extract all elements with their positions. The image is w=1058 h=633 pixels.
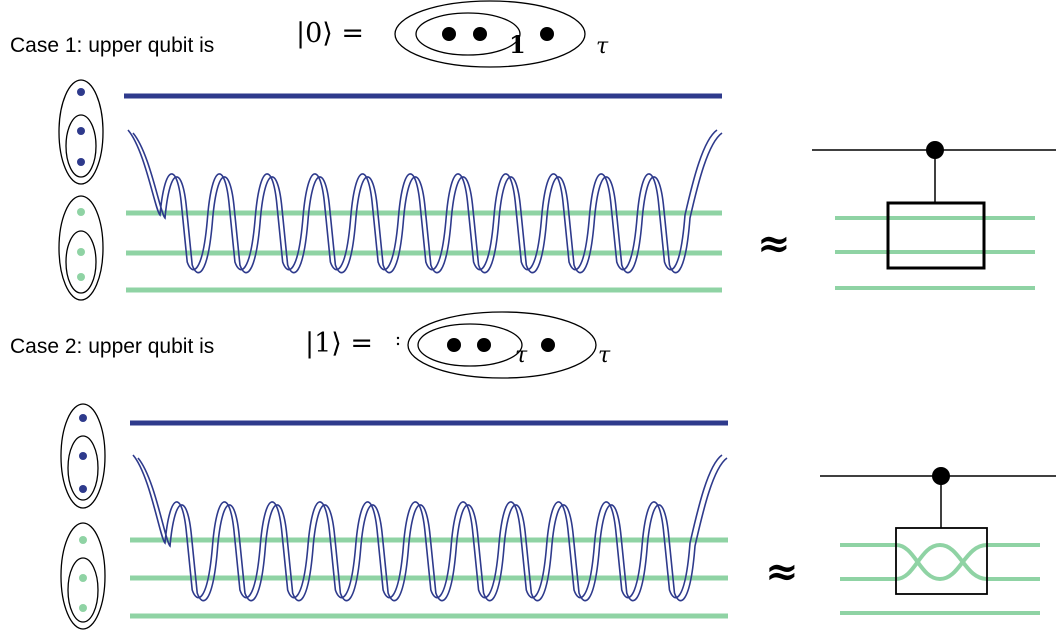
case2-label: Case 2: upper qubit is bbox=[10, 335, 215, 358]
case2-approx-symbol: ≈ bbox=[765, 548, 799, 595]
weave-strand bbox=[127, 129, 718, 271]
control-dot bbox=[932, 467, 950, 485]
case1-state: |0⟩ = bbox=[296, 18, 365, 49]
swap-strand-a bbox=[895, 543, 988, 582]
case2-weave-path bbox=[132, 454, 728, 602]
swap-strand-b bbox=[895, 542, 988, 581]
case1-label: Case 1: upper qubit is bbox=[10, 34, 215, 57]
case2-braid bbox=[130, 420, 728, 619]
case2-state-ellipses bbox=[396, 311, 597, 379]
case1-controlled-gate bbox=[812, 141, 1056, 290]
case1-weave-path bbox=[127, 129, 723, 274]
case2-qubit-groups bbox=[60, 403, 106, 630]
case1-braid bbox=[124, 93, 723, 293]
weave-strand bbox=[132, 454, 723, 599]
case2-inner-label: τ bbox=[515, 343, 528, 368]
case2-outer-label: τ bbox=[598, 343, 611, 368]
case2-state: |1⟩ = bbox=[305, 328, 374, 359]
case2-controlled-gate bbox=[820, 467, 1056, 615]
weave-strand bbox=[132, 132, 723, 274]
case1-state-ellipses bbox=[394, 0, 586, 68]
case1-outer-label: τ bbox=[596, 34, 609, 59]
case1-approx-symbol: ≈ bbox=[757, 220, 791, 267]
swap-box bbox=[895, 527, 988, 595]
case1-inner-label: 1 bbox=[509, 30, 526, 59]
case1-qubit-groups bbox=[58, 79, 104, 301]
control-dot bbox=[926, 141, 944, 159]
weave-strand bbox=[137, 457, 728, 602]
identity-box bbox=[886, 201, 986, 270]
